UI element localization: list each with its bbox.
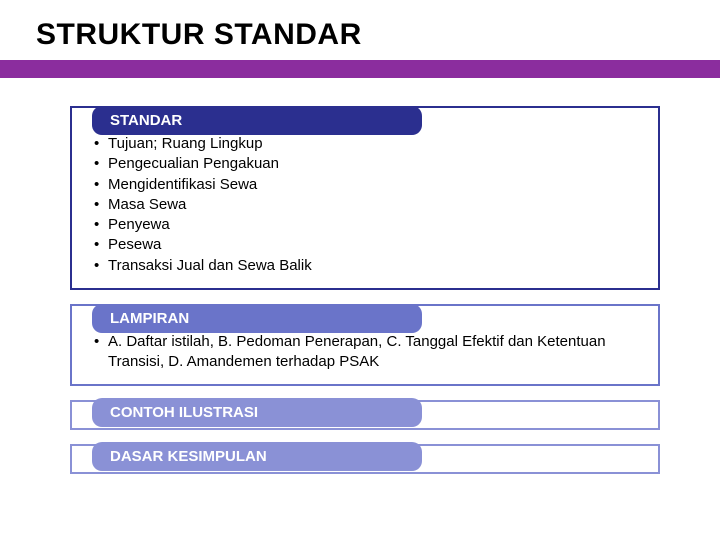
list-item: Transaksi Jual dan Sewa Balik <box>94 256 644 276</box>
header: STRUKTUR STANDAR <box>0 0 720 52</box>
list-item: Pengecualian Pengakuan <box>94 154 644 174</box>
list-item: Penyewa <box>94 215 644 235</box>
title-underline-bar <box>0 60 720 78</box>
section-label-dasar: DASAR KESIMPULAN <box>92 442 422 471</box>
list-item: Pesewa <box>94 235 644 255</box>
section-label-lampiran: LAMPIRAN <box>92 304 422 333</box>
content-area: STANDAR Tujuan; Ruang Lingkup Pengecuali… <box>0 78 720 474</box>
page-title: STRUKTUR STANDAR <box>36 18 720 52</box>
section-label-contoh: CONTOH ILUSTRASI <box>92 398 422 427</box>
list-item: Masa Sewa <box>94 195 644 215</box>
section-dasar: DASAR KESIMPULAN <box>70 444 660 474</box>
section-standar: STANDAR Tujuan; Ruang Lingkup Pengecuali… <box>70 106 660 290</box>
list-item: Mengidentifikasi Sewa <box>94 175 644 195</box>
section-label-standar: STANDAR <box>92 106 422 135</box>
list-item: Tujuan; Ruang Lingkup <box>94 134 644 154</box>
section-lampiran: LAMPIRAN A. Daftar istilah, B. Pedoman P… <box>70 304 660 387</box>
standar-list: Tujuan; Ruang Lingkup Pengecualian Penga… <box>86 120 644 278</box>
section-contoh: CONTOH ILUSTRASI <box>70 400 660 430</box>
